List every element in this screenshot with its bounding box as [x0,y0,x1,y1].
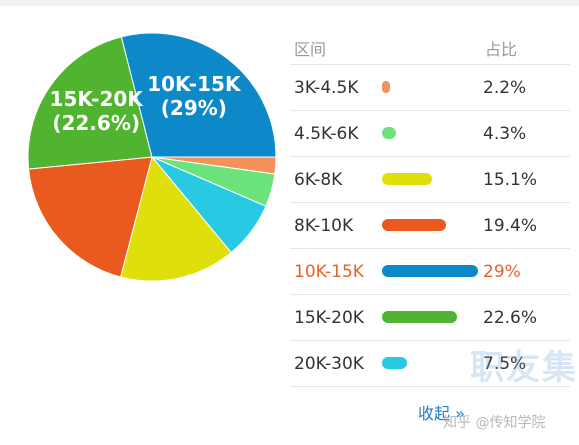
percentage-bar [382,357,407,369]
percentage-value: 19.4% [483,216,538,236]
pie-slice-15K-20K [27,36,153,170]
range-label: 8K-10K [294,216,354,236]
distribution-table: 区间 占比 3K-4.5K 2.2% 4.5K-6K 4.3% 6K-8K 15.1% 8K… [290,22,570,387]
range-label: 4.5K-6K [294,124,359,144]
pie-label-10K-15K: 10K-15K (29%) [147,72,242,120]
pie-slice-8K-10K [28,156,153,278]
table-row-4.5K-6K: 4.5K-6K 4.3% [290,111,570,157]
range-label: 10K-15K [294,262,364,282]
percentage-value: 7.5% [483,354,527,374]
table-header: 区间 占比 [290,22,570,65]
header-percentage: 占比 [485,40,518,59]
percentage-value: 29% [483,262,521,282]
header-range: 区间 [294,40,327,59]
top-divider [0,0,579,6]
pie-slice-10K-15K [120,32,277,158]
table-row-20K-30K: 20K-30K 7.5% [290,341,570,387]
percentage-bar [382,127,397,139]
pie-label-15K-20K: 15K-20K (22.6%) [50,87,145,135]
pie-chart: 10K-15K (29%)15K-20K (22.6%) [27,32,277,282]
table-row-8K-10K: 8K-10K 19.4% [290,203,570,249]
table-row-3K-4.5K: 3K-4.5K 2.2% [290,65,570,111]
percentage-bar [382,219,447,231]
table-row-10K-15K: 10K-15K 29% [290,249,570,295]
range-label: 3K-4.5K [294,78,359,98]
percentage-value: 4.3% [483,124,527,144]
percentage-value: 22.6% [483,308,538,328]
percentage-value: 2.2% [483,78,527,98]
source-watermark: 知乎 @传知学院 [443,415,546,431]
percentage-bar [382,173,432,185]
table-row-15K-20K: 15K-20K 22.6% [290,295,570,341]
watermark-logo: 职友集 [470,348,578,388]
percentage-value: 15.1% [483,170,538,190]
range-label: 20K-30K [294,354,364,374]
percentage-bar [382,311,457,323]
table-row-6K-8K: 6K-8K 15.1% [290,157,570,203]
table-rows: 3K-4.5K 2.2% 4.5K-6K 4.3% 6K-8K 15.1% 8K-10K 19… [290,65,570,387]
percentage-bar [382,265,478,277]
percentage-bar [382,81,390,93]
range-label: 15K-20K [294,308,364,328]
pie-slice-6K-8K [120,155,232,282]
range-label: 6K-8K [294,170,343,190]
collapse-link[interactable]: 收起 » [418,404,465,423]
